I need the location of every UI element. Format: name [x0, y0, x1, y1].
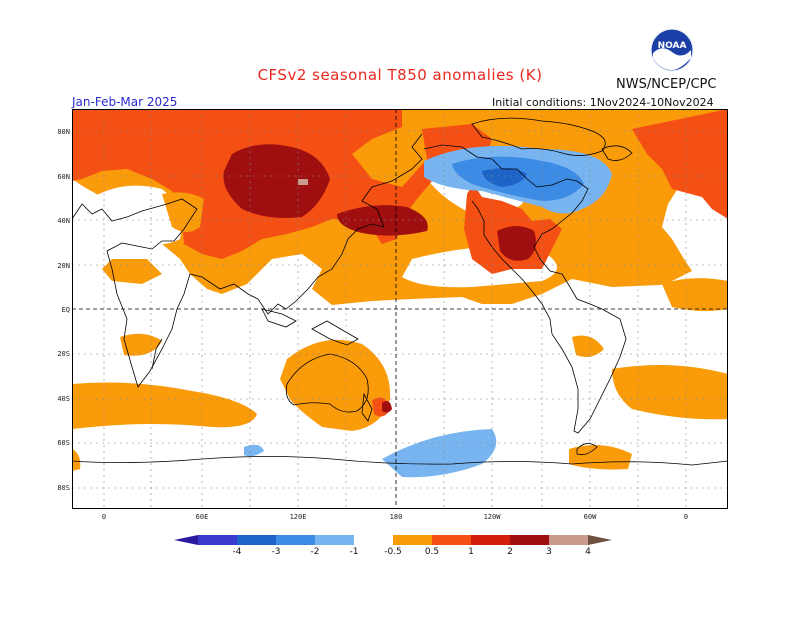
colorbar-swatch [237, 535, 276, 545]
colorbar-swatch [198, 535, 237, 545]
lon-label: 180 [389, 513, 403, 521]
lon-label: 60W [583, 513, 597, 521]
colorbar-swatch [510, 535, 549, 545]
colorbar-label: 1 [468, 547, 474, 557]
lon-label: 60E [195, 513, 209, 521]
colorbar-label: -0.5 [384, 547, 402, 557]
anomaly-fill-darkblue [482, 168, 527, 187]
lat-label: 80N [57, 128, 70, 136]
colorbar-swatch [393, 535, 432, 545]
lon-label: 0 [683, 513, 689, 521]
colorbar-label: 2 [507, 547, 513, 557]
colorbar-label: 4 [585, 547, 591, 557]
season-label: Jan-Feb-Mar 2025 [72, 95, 178, 109]
coastlines [72, 117, 728, 466]
colorbar-label: 0.5 [424, 547, 440, 557]
lat-label: 20N [57, 262, 70, 270]
colorbar [174, 535, 612, 545]
lat-label: 20S [57, 350, 70, 358]
anomaly-map [72, 109, 728, 509]
lat-label: EQ [61, 306, 70, 314]
colorbar-swatch [432, 535, 471, 545]
svg-text:NOAA: NOAA [658, 41, 687, 51]
colorbar-swatch [276, 535, 315, 545]
lat-label: 40S [57, 395, 70, 403]
lon-label: 120W [483, 513, 501, 521]
lat-label: 60S [57, 439, 70, 447]
map-frame [72, 109, 728, 509]
colorbar-swatch [354, 535, 393, 545]
colorbar-label: -1 [349, 547, 359, 557]
reference-lines [72, 109, 728, 509]
lat-label: 60N [57, 173, 70, 181]
colorbar-swatches [174, 535, 612, 545]
initial-conditions-label: Initial conditions: 1Nov2024-10Nov2024 [492, 96, 714, 109]
lat-label: 80S [57, 484, 70, 492]
org-label: NWS/NCEP/CPC [616, 77, 717, 92]
lat-label: 40N [57, 217, 70, 225]
colorbar-arrow-low [174, 535, 198, 545]
lon-label: 0 [101, 513, 107, 521]
map-title: CFSv2 seasonal T850 anomalies (K) [257, 66, 543, 84]
colorbar-arrow-high [588, 535, 612, 545]
colorbar-swatch [315, 535, 354, 545]
colorbar-label: 3 [546, 547, 552, 557]
colorbar-label: -4 [232, 547, 242, 557]
colorbar-label: -2 [310, 547, 320, 557]
colorbar-swatch [471, 535, 510, 545]
anomaly-fill-pink [298, 179, 308, 185]
colorbar-swatch [549, 535, 588, 545]
colorbar-label: -3 [271, 547, 281, 557]
lon-label: 120E [289, 513, 307, 521]
noaa-logo: NOAA [650, 28, 694, 72]
